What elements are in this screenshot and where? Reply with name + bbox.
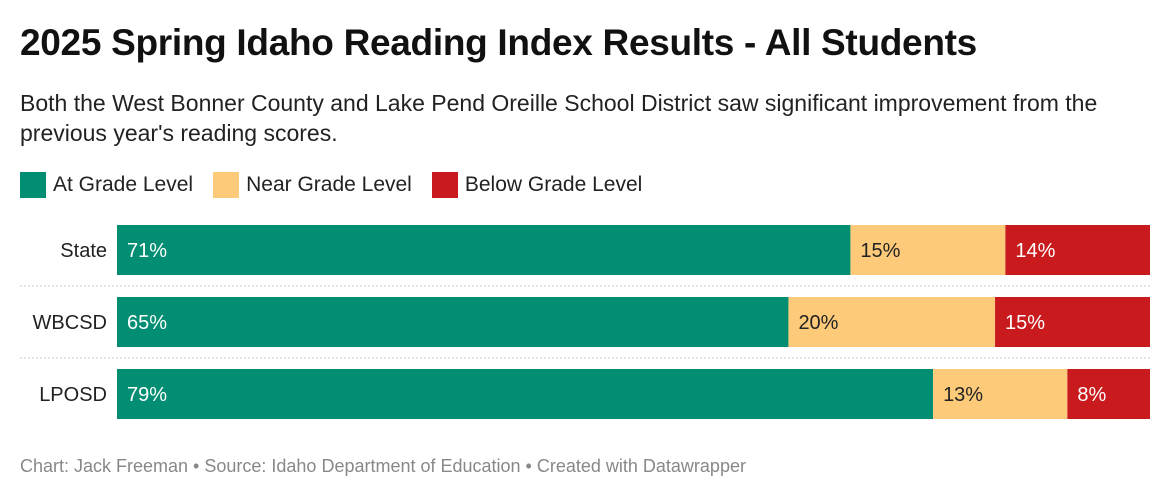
legend-label-below-grade: Below Grade Level	[464, 173, 643, 196]
legend-label-near-grade: Near Grade Level	[246, 173, 412, 196]
bar-lposd-near-grade-level	[933, 369, 1068, 419]
data-label-lposd-below-grade-level: 8%	[1077, 384, 1106, 406]
data-label-state-below-grade-level: 14%	[1015, 240, 1055, 262]
bar-state-below-grade-level	[1005, 225, 1150, 275]
legend-swatch-below-grade	[431, 172, 458, 198]
legend-item-near-grade: Near Grade Level	[213, 172, 412, 198]
bar-state-at-grade-level	[117, 225, 851, 275]
legend-item-below-grade: Below Grade Level	[431, 172, 643, 198]
chart-title: 2025 Spring Idaho Reading Index Results …	[20, 22, 977, 63]
data-label-state-near-grade-level: 15%	[860, 240, 900, 262]
stacked-bar-chart: State 71% 15% 14% WBCSD 65% 20% 15% LPOSD 79% 13% 8…	[20, 225, 1150, 419]
chart-subtitle: Both the West Bonner County and Lake Pen…	[20, 90, 1098, 146]
chart-footer: Chart: Jack Freeman • Source: Idaho Depa…	[20, 456, 746, 476]
category-label-state: State	[60, 240, 107, 262]
bar-wbcsd-near-grade-level	[788, 297, 996, 347]
bar-lposd-below-grade-level	[1067, 369, 1150, 419]
data-label-wbcsd-near-grade-level: 20%	[798, 312, 838, 334]
bar-wbcsd-below-grade-level	[995, 297, 1150, 347]
legend-swatch-near-grade	[213, 172, 240, 198]
legend-swatch-at-grade	[20, 172, 46, 198]
category-label-lposd: LPOSD	[39, 384, 107, 406]
bar-state-near-grade-level	[850, 225, 1006, 275]
legend: At Grade Level Near Grade Level Below Gr…	[20, 172, 662, 198]
data-label-wbcsd-at-grade-level: 65%	[127, 312, 167, 334]
data-label-lposd-at-grade-level: 79%	[127, 384, 167, 406]
category-label-wbcsd: WBCSD	[33, 312, 107, 334]
bar-wbcsd-at-grade-level	[117, 297, 789, 347]
legend-label-at-grade: At Grade Level	[53, 173, 194, 196]
legend-item-at-grade: At Grade Level	[20, 172, 193, 198]
data-label-lposd-near-grade-level: 13%	[943, 384, 983, 406]
data-label-state-at-grade-level: 71%	[127, 240, 167, 262]
data-label-wbcsd-below-grade-level: 15%	[1005, 312, 1045, 334]
bar-lposd-at-grade-level	[117, 369, 934, 419]
